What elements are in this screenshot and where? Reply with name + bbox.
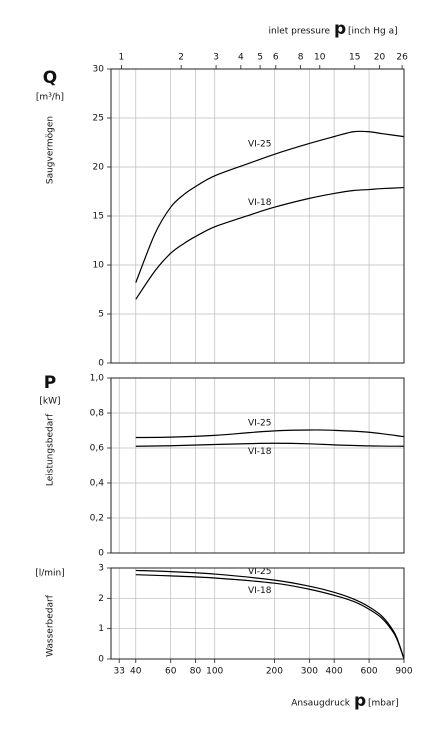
series-label: VI-18 [248,586,272,596]
y-symbol: Q [43,68,57,88]
y-tick-label: 0,6 [90,444,105,454]
x2-symbol: p [334,19,346,39]
series-line [135,186,405,300]
y-tick-label: 0 [98,549,104,559]
y-tick-label: 3 [98,564,104,574]
x2-tick-label: 8 [298,53,304,63]
x2-tick-label: 15 [349,53,360,63]
plot-frame [110,68,405,364]
y-tick-label: 20 [93,163,105,173]
series-line [135,574,405,660]
x2-tick-label: 3 [213,53,219,63]
series-label: VI-25 [248,567,272,577]
y-tick-label: 0 [98,655,104,665]
y-tick-label: 30 [93,65,105,75]
x-tick-label: 60 [165,667,177,677]
y-tick-label: 0 [98,359,104,369]
x-tick-label: 200 [266,667,283,677]
x2-tick-label: 20 [374,53,386,63]
series-line [135,442,405,447]
x2-label: inlet pressure [268,27,330,37]
y-tick-label: 5 [98,310,104,320]
plot-frame [110,567,405,660]
x2-tick-label: 26 [396,53,408,63]
x-tick-label: 900 [395,667,412,677]
y-tick-label: 15 [93,212,104,222]
series-line [135,130,405,283]
y-tick-label: 25 [93,114,104,124]
x-symbol: p [354,691,366,711]
x2-tick-label: 4 [238,53,244,63]
y-tick-label: 2 [98,594,104,604]
y-tick-label: 0,8 [90,409,105,419]
series-label: VI-25 [248,419,272,429]
y-label: Saugvermögen [46,116,56,184]
plot-frame [110,377,405,554]
x2-tick-label: 2 [178,53,184,63]
x2-unit: [inch Hg a] [348,27,398,37]
x2-tick-label: 10 [314,53,326,63]
y-label: Leistungsbedarf [46,413,56,486]
x-label: Ansaugdruck [291,699,351,709]
x-tick-label: 300 [301,667,318,677]
series-label: VI-18 [248,198,272,208]
series-label: VI-18 [248,447,272,457]
x-tick-label: 33 [113,667,124,677]
x2-tick-label: 5 [257,53,263,63]
series-label: VI-25 [248,140,272,150]
x-tick-label: 80 [190,667,202,677]
y-tick-label: 0,2 [90,514,104,524]
x-tick-label: 100 [206,667,223,677]
y-tick-label: 0,4 [90,479,105,489]
y-unit: [kW] [39,397,60,407]
x-tick-label: 40 [130,667,142,677]
series-line [135,569,405,660]
x-tick-label: 400 [326,667,343,677]
y-label: Wasserbedarf [46,594,56,657]
x-tick-label: 600 [360,667,377,677]
series-line [135,429,405,439]
y-tick-label: 1,0 [90,374,105,384]
y-unit: [m³/h] [36,93,64,103]
x2-tick-label: 1 [119,53,125,63]
y-unit: [l/min] [35,569,65,579]
x2-tick-label: 6 [273,53,279,63]
y-symbol: P [44,373,56,393]
y-tick-label: 10 [93,261,105,271]
x-unit: [mbar] [368,699,399,709]
y-tick-label: 1 [98,624,104,634]
